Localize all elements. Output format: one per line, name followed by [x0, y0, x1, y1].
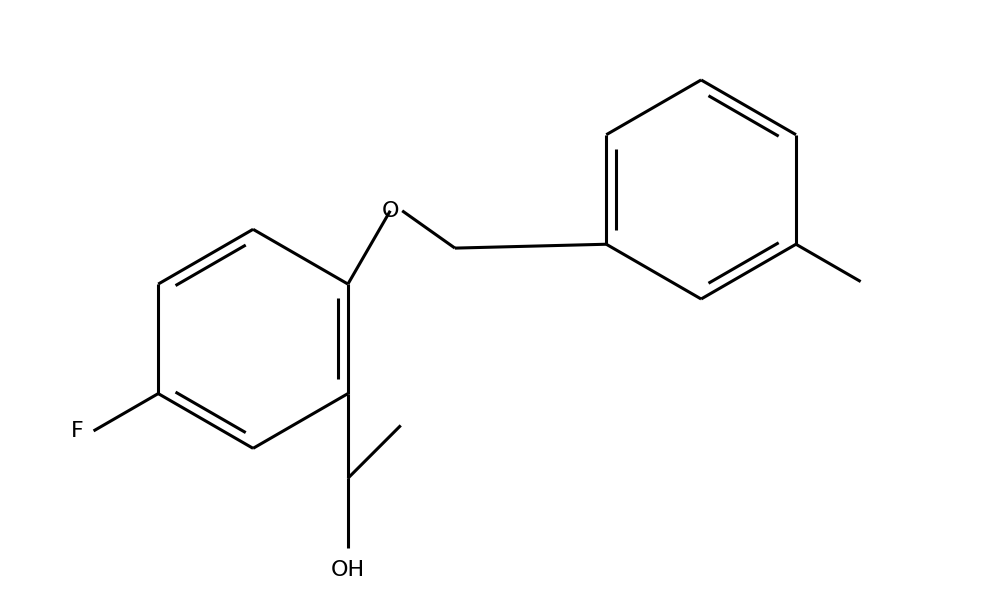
Text: F: F	[71, 421, 83, 441]
Text: O: O	[381, 201, 398, 221]
Text: OH: OH	[331, 560, 365, 580]
